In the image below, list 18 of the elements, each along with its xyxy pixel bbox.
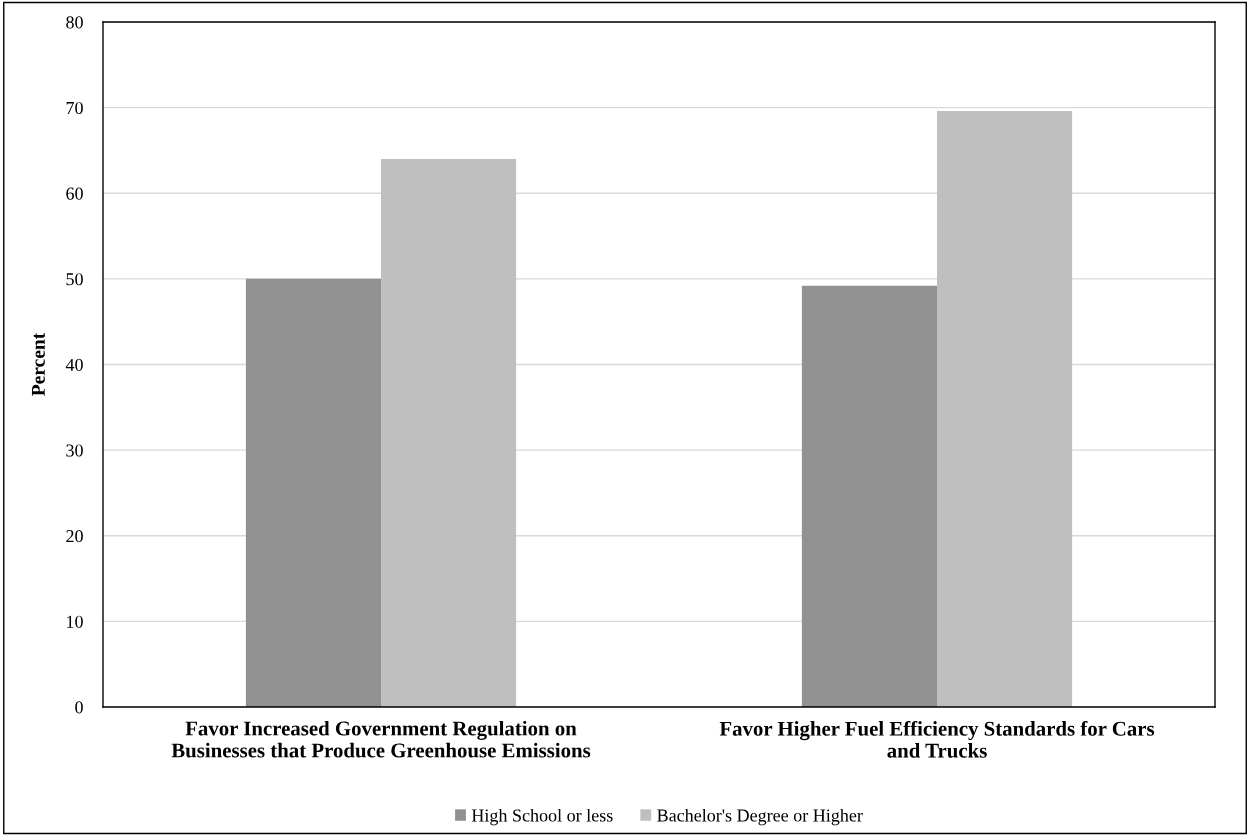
y-axis-title: Percent xyxy=(31,332,45,396)
y-tick-label: 20 xyxy=(66,530,83,543)
y-tick-label: 30 xyxy=(66,444,83,457)
y-tick-label: 50 xyxy=(66,273,83,286)
legend-label: High School or less xyxy=(471,808,613,826)
bar xyxy=(245,278,381,707)
legend-label: Bachelor's Degree or Higher xyxy=(657,808,863,826)
bar xyxy=(801,285,937,707)
bar xyxy=(937,111,1073,707)
bar xyxy=(381,159,517,707)
x-tick-label: Favor Increased Government Regulation on Businesses that Produce Greenhouse Emissions xyxy=(171,720,591,758)
y-tick-label: 70 xyxy=(66,101,83,115)
y-tick-label: 0 xyxy=(75,701,83,714)
y-tick-label: 80 xyxy=(66,16,83,29)
y-tick-label: 60 xyxy=(66,187,83,200)
y-tick-label: 40 xyxy=(65,358,83,371)
x-tick-label: Favor Higher Fuel Efficiency Standards for Cars and Trucks xyxy=(719,720,1155,758)
y-tick-label: 10 xyxy=(67,615,83,628)
